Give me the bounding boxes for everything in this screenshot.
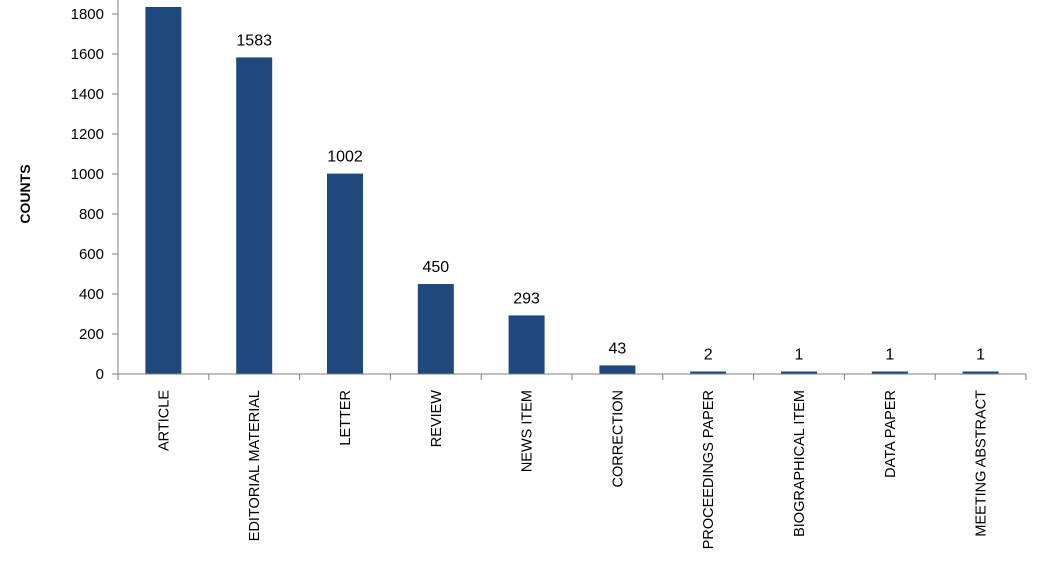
y-axis-title: COUNTS xyxy=(17,164,33,223)
y-tick-label: 1200 xyxy=(71,126,104,143)
bar xyxy=(327,173,363,374)
x-category-label: LETTER xyxy=(338,390,354,446)
bar-value-label: 1002 xyxy=(327,149,363,166)
y-tick-label: 400 xyxy=(79,286,104,303)
bar-value-label: 1583 xyxy=(236,32,272,49)
bar-value-label: 1 xyxy=(885,347,894,364)
y-tick-label: 200 xyxy=(79,326,104,343)
data-labels: 1583 1002 450 293 43 2 1 1 1 xyxy=(236,32,985,363)
y-tick-label: 1400 xyxy=(71,86,104,103)
bar xyxy=(781,371,817,374)
x-category-label: PROCEEDINGS PAPER xyxy=(701,390,717,549)
bar xyxy=(145,7,182,374)
y-tick-label: 600 xyxy=(79,246,104,263)
bar xyxy=(508,315,545,374)
bar xyxy=(236,57,273,375)
y-tick-label: 0 xyxy=(96,366,104,383)
x-category-label: ARTICLE xyxy=(156,390,172,451)
bars xyxy=(145,7,999,375)
bar-value-label: 450 xyxy=(422,259,449,276)
x-category-label: NEWS ITEM xyxy=(520,390,536,472)
x-axis: ARTICLE EDITORIAL MATERIAL LETTER REVIEW NEW… xyxy=(117,373,1027,549)
bar xyxy=(871,371,908,374)
y-tick-label: 1800 xyxy=(71,6,104,23)
x-category-label: BIOGRAPHICAL ITEM xyxy=(792,390,808,537)
y-axis: 0 200 400 600 800 1000 1200 1400 1600 1800 xyxy=(71,0,119,383)
bar xyxy=(962,371,999,374)
y-tick-label: 1600 xyxy=(71,46,104,63)
x-category-label: MEETING ABSTRACT xyxy=(974,390,990,537)
bar-value-label: 1 xyxy=(795,347,804,364)
x-category-label: CORRECTION xyxy=(610,390,626,487)
bar-value-label: 1 xyxy=(976,347,985,364)
bar xyxy=(690,371,727,374)
bar-value-label: 43 xyxy=(609,340,627,357)
bar-value-label: 293 xyxy=(513,290,540,307)
x-category-label: EDITORIAL MATERIAL xyxy=(247,390,263,541)
bar-value-label: 2 xyxy=(704,347,713,364)
y-tick-label: 1000 xyxy=(71,166,104,183)
x-category-label: DATA PAPER xyxy=(883,390,899,478)
bar xyxy=(417,284,454,374)
x-category-label: REVIEW xyxy=(429,390,445,448)
y-tick-label: 800 xyxy=(79,206,104,223)
bar xyxy=(599,365,636,374)
